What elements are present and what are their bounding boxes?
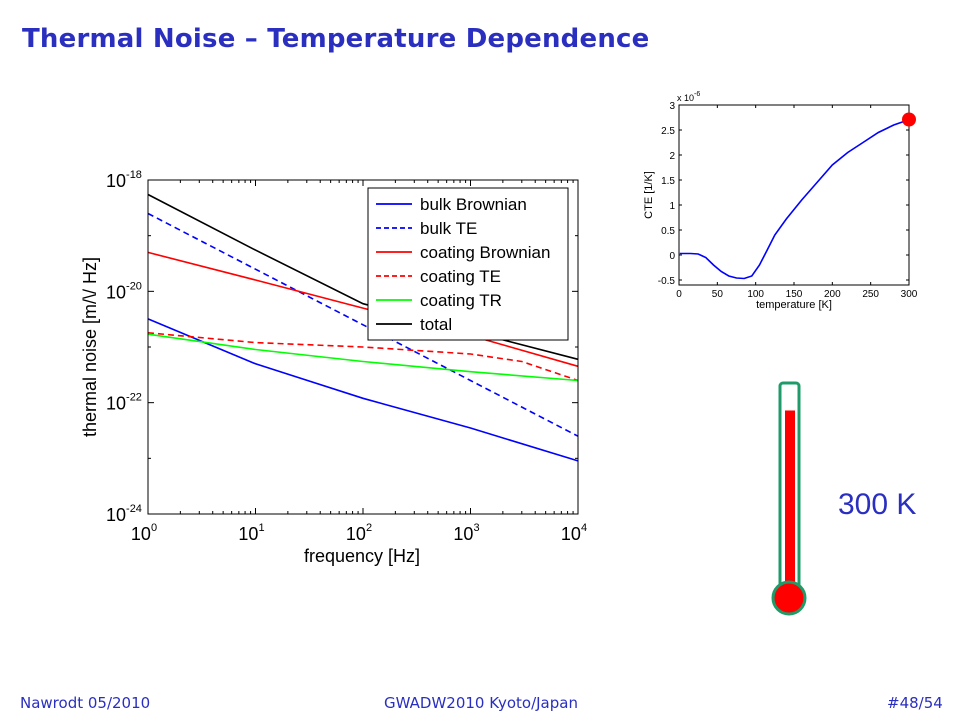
thermometer-mercury [785,410,795,592]
footer-author: Nawrodt 05/2010 [20,694,151,712]
main-chart-axes-box [147,179,579,515]
main-chart-legend: bulk Brownian bulk TE coating Brownian coat… [367,187,569,341]
y-tick-label: 10-20 [106,280,142,302]
cte-current-temperature-marker [902,112,916,127]
cte-y-tick-label: 2.5 [661,126,675,137]
cte-y-multiplier: x 10-6 [677,91,700,103]
cte-x-tick-label: 50 [712,289,724,300]
cte-y-tick-label: -0.5 [658,276,676,287]
cte-chart-ylabel: CTE [1/K] [643,171,655,219]
x-tick-label: 104 [561,522,587,544]
series-line-bulk-brownian [147,318,579,462]
cte-y-tick-label: 3 [669,101,675,112]
series-line-coating-tr [147,333,579,382]
y-tick-label: 10-18 [106,169,142,191]
x-tick-label: 102 [346,522,372,544]
cte-y-tick-label: 1.5 [661,176,675,187]
cte-chart-xlabel: temperature [K] [756,299,832,311]
main-chart-xlabel: frequency [Hz] [304,546,420,566]
legend-label: bulk TE [420,219,477,238]
legend-label: bulk Brownian [420,195,527,214]
cte-chart-ticks: 0 50 100 150 200 250 300-0.500.511.522.53 [658,101,918,300]
legend-label: total [420,315,452,334]
cte-series-line [679,120,906,280]
cte-y-tick-label: 0 [669,251,675,262]
legend-label: coating TE [420,267,501,286]
y-tick-label: 10-22 [106,392,142,414]
cte-x-tick-label: 150 [786,289,803,300]
series-line-total [147,193,579,361]
x-tick-label: 103 [453,522,479,544]
legend-label: coating TR [420,291,502,310]
series-line-coating-te [147,332,579,382]
temperature-label: 300 K [838,488,917,521]
cte-y-tick-label: 0.5 [661,226,675,237]
cte-y-tick-label: 1 [669,201,675,212]
footer-conference: GWADW2010 Kyoto/Japan [384,694,578,712]
thermometer-bulb [771,580,807,616]
cte-x-tick-label: 200 [824,289,841,300]
series-line-coating-brownian [147,251,579,368]
footer-slide-number: #48/54 [887,694,943,712]
main-chart-ylabel: thermal noise [m/\/ Hz] [80,257,100,437]
cte-x-tick-label: 300 [901,289,918,300]
x-tick-label: 100 [131,522,157,544]
main-chart-series [147,193,579,462]
slide-title: Thermal Noise – Temperature Dependence [22,24,650,54]
cte-x-tick-label: 0 [676,289,682,300]
main-chart-tick-labels: 100 101 102 103 104 10-24 10-22 10-20 10-18 [106,169,587,544]
legend-label: coating Brownian [420,243,550,262]
cte-x-tick-label: 250 [862,289,879,300]
cte-y-tick-label: 2 [669,151,675,162]
cte-chart-series [679,120,906,280]
cte-x-tick-label: 100 [747,289,764,300]
x-tick-label: 101 [238,522,264,544]
series-line-bulk-te [147,212,579,437]
legend-box [367,187,569,341]
y-tick-label: 10-24 [106,503,142,525]
